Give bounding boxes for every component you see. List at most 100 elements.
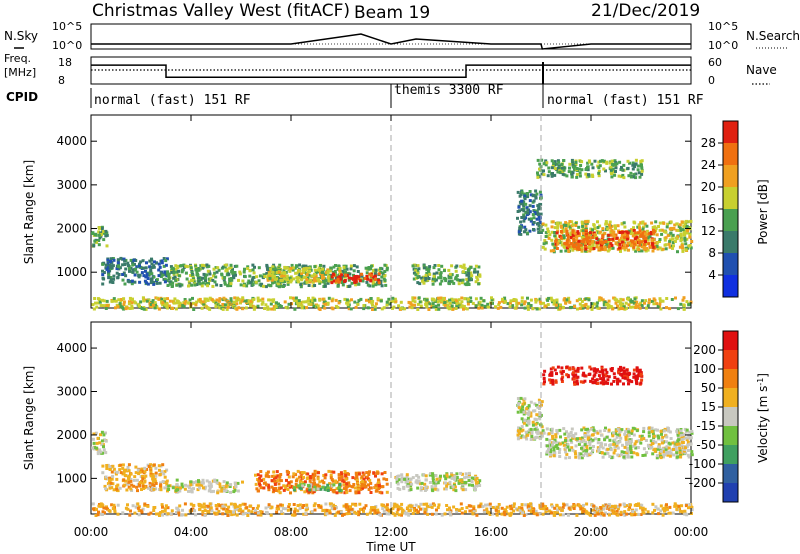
data-cell bbox=[548, 438, 552, 442]
data-cell bbox=[606, 451, 610, 455]
data-cell bbox=[123, 483, 127, 487]
data-cell bbox=[263, 307, 266, 310]
data-cell bbox=[652, 297, 656, 301]
data-cell bbox=[295, 275, 299, 279]
data-cell bbox=[355, 478, 359, 482]
data-cell bbox=[576, 230, 580, 234]
data-cell bbox=[189, 483, 193, 487]
data-cell bbox=[503, 296, 507, 300]
data-cell bbox=[280, 510, 283, 513]
data-cell bbox=[436, 296, 440, 300]
data-cell bbox=[587, 174, 591, 178]
data-cell bbox=[127, 463, 131, 467]
data-cell bbox=[270, 278, 274, 282]
data-cell bbox=[561, 172, 565, 176]
data-cell bbox=[311, 280, 315, 284]
data-cell bbox=[122, 257, 126, 261]
data-cell bbox=[532, 193, 536, 197]
data-cell bbox=[148, 481, 152, 485]
data-cell bbox=[157, 262, 161, 266]
data-cell bbox=[171, 486, 175, 490]
data-cell bbox=[124, 506, 128, 510]
data-cell bbox=[158, 468, 161, 472]
data-cell bbox=[623, 225, 627, 229]
data-cell bbox=[557, 164, 561, 168]
data-cell bbox=[529, 219, 533, 223]
data-cell bbox=[620, 167, 624, 171]
data-cell bbox=[618, 231, 622, 234]
data-cell bbox=[586, 161, 590, 165]
data-cell bbox=[232, 510, 235, 514]
data-cell bbox=[290, 302, 294, 306]
data-cell bbox=[527, 422, 531, 426]
data-cell bbox=[616, 304, 620, 308]
data-cell bbox=[158, 514, 161, 517]
data-cell bbox=[208, 486, 212, 490]
data-cell bbox=[149, 305, 153, 309]
data-cell bbox=[635, 503, 639, 506]
data-cell bbox=[124, 307, 128, 311]
data-cell bbox=[424, 485, 428, 489]
data-cell bbox=[368, 300, 371, 304]
data-cell bbox=[204, 282, 208, 286]
data-cell bbox=[432, 305, 436, 309]
data-cell bbox=[215, 283, 219, 287]
data-cell bbox=[346, 304, 350, 308]
data-cell bbox=[368, 470, 371, 474]
data-cell bbox=[146, 504, 150, 508]
data-cell bbox=[292, 297, 296, 301]
data-cell bbox=[254, 473, 257, 477]
data-cell bbox=[423, 511, 427, 515]
data-cell bbox=[461, 484, 465, 488]
data-cell bbox=[104, 307, 108, 310]
data-cell bbox=[601, 235, 605, 239]
data-cell bbox=[612, 230, 616, 234]
data-cell bbox=[602, 167, 606, 171]
data-cell bbox=[101, 510, 105, 514]
data-cell bbox=[520, 508, 524, 512]
data-cell bbox=[526, 296, 529, 300]
data-cell bbox=[538, 162, 542, 166]
data-cell bbox=[647, 434, 651, 438]
data-cell bbox=[254, 482, 258, 486]
data-cell bbox=[631, 234, 635, 238]
data-cell bbox=[683, 238, 687, 242]
data-cell bbox=[266, 267, 269, 271]
data-cell bbox=[102, 299, 106, 303]
data-cell bbox=[592, 247, 596, 250]
data-cell bbox=[168, 280, 172, 284]
data-cell bbox=[189, 502, 193, 506]
data-cell bbox=[647, 301, 651, 305]
data-cell bbox=[364, 266, 368, 270]
data-cell bbox=[591, 245, 595, 248]
data-cell bbox=[685, 237, 689, 241]
data-cell bbox=[538, 307, 542, 311]
data-cell bbox=[546, 303, 550, 307]
data-cell bbox=[436, 481, 440, 485]
data-cell bbox=[337, 510, 341, 514]
data-cell bbox=[270, 505, 274, 509]
data-cell bbox=[547, 432, 551, 436]
data-cell bbox=[556, 166, 560, 170]
data-cell bbox=[228, 513, 232, 517]
data-cell bbox=[108, 468, 112, 471]
data-cell bbox=[91, 232, 95, 235]
data-cell bbox=[571, 448, 575, 452]
data-cell bbox=[467, 267, 471, 271]
beam-label: Beam 19 bbox=[354, 3, 430, 23]
data-cell bbox=[184, 271, 188, 275]
data-cell bbox=[344, 273, 347, 277]
data-cell bbox=[205, 265, 209, 269]
data-cell bbox=[642, 447, 646, 451]
data-cell bbox=[661, 299, 665, 303]
data-cell bbox=[276, 282, 280, 286]
data-cell bbox=[466, 302, 470, 306]
data-cell bbox=[467, 471, 471, 475]
data-cell bbox=[566, 443, 570, 447]
data-cell bbox=[687, 455, 691, 459]
data-cell bbox=[144, 269, 147, 273]
data-cell bbox=[362, 477, 366, 481]
data-cell bbox=[422, 264, 426, 268]
data-cell bbox=[229, 277, 233, 280]
data-cell bbox=[152, 509, 156, 512]
